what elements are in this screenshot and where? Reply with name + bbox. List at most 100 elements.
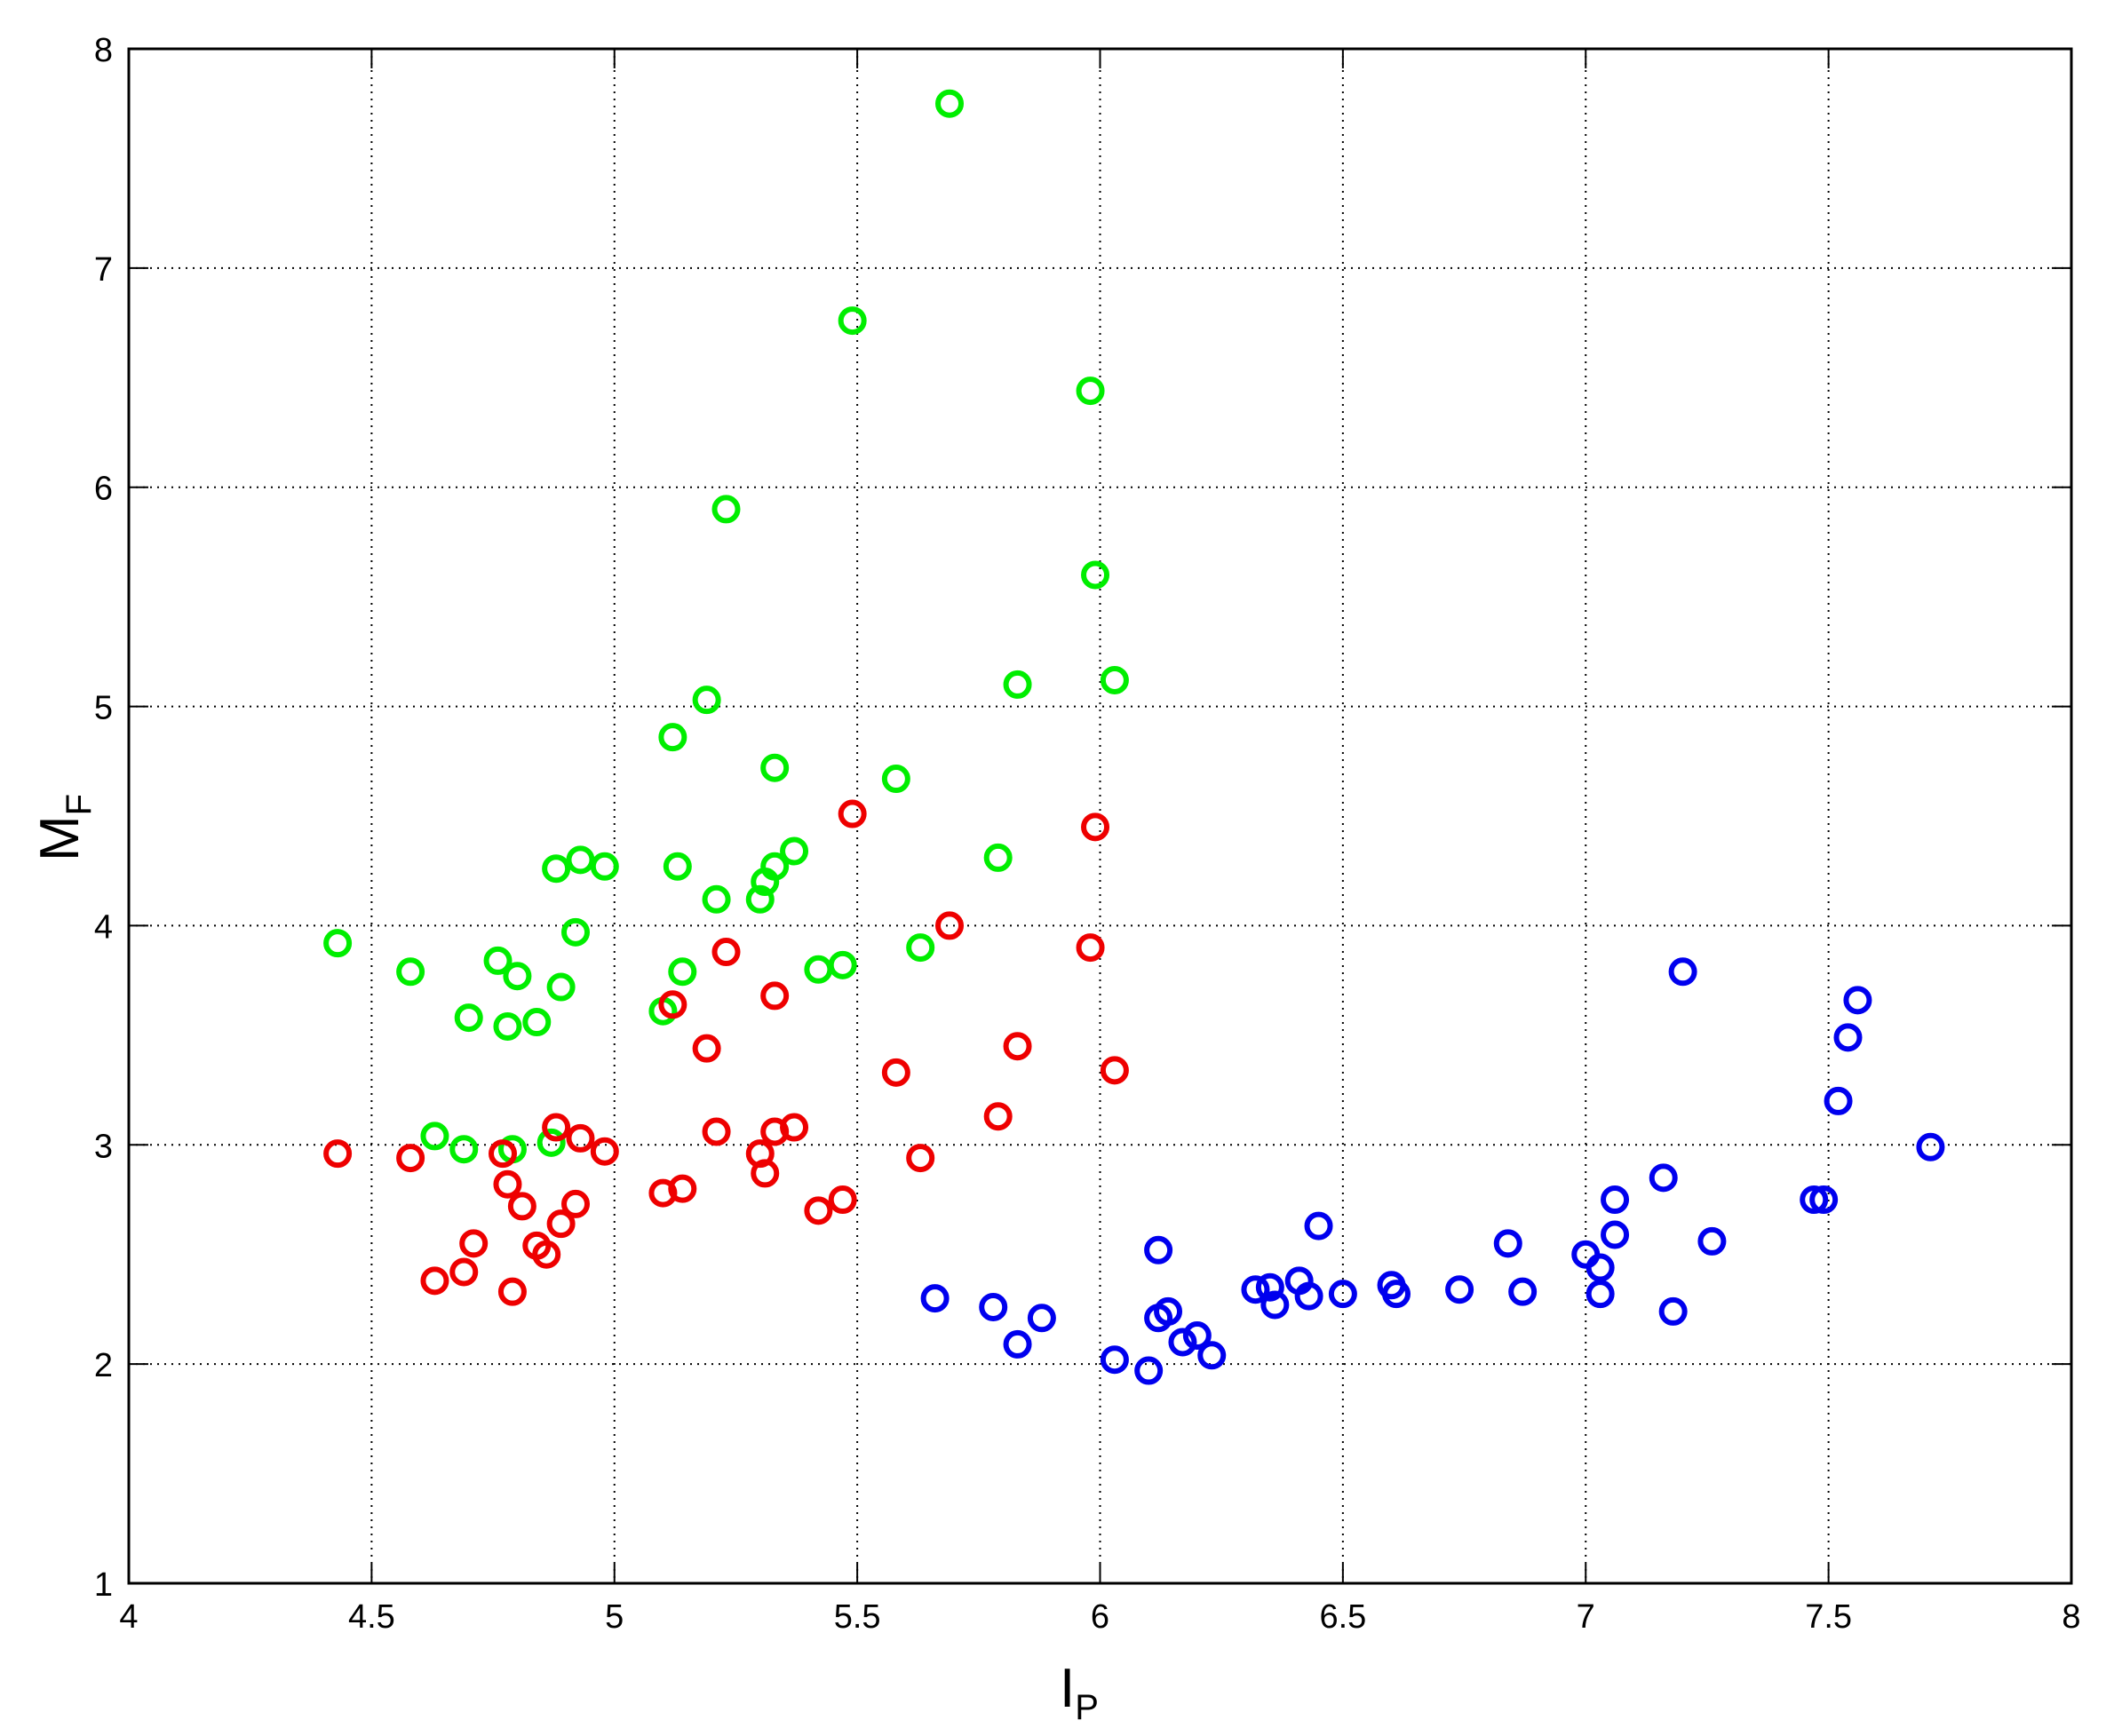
tick-marks [128, 48, 2072, 1584]
y-axis-label: MF [29, 794, 99, 861]
data-point [780, 836, 809, 866]
data-point [702, 1117, 731, 1146]
x-tick-label: 5.5 [834, 1598, 881, 1636]
x-tick-label: 6 [1091, 1598, 1109, 1636]
data-point [1294, 1281, 1323, 1311]
data-point [1260, 1290, 1290, 1320]
data-point [488, 1139, 517, 1169]
data-point [1649, 1163, 1678, 1193]
data-point [1154, 1296, 1183, 1326]
data-point [804, 1196, 833, 1225]
data-point [503, 962, 532, 991]
y-axis-label-main: M [29, 815, 91, 861]
data-point [1445, 1275, 1474, 1304]
data-point [1304, 1211, 1333, 1241]
data-point [1668, 957, 1697, 987]
y-tick-label: 7 [94, 251, 113, 289]
data-point [483, 946, 513, 975]
x-axis-label-subscript: P [1075, 1688, 1099, 1727]
data-point [692, 1034, 721, 1063]
data-point [1076, 933, 1105, 963]
data-point [1382, 1280, 1411, 1309]
data-point [1800, 1185, 1829, 1214]
y-tick-label: 6 [94, 471, 113, 508]
y-tick-label: 4 [94, 908, 113, 946]
data-point [1241, 1275, 1270, 1304]
data-point [745, 884, 775, 914]
data-point [546, 1209, 576, 1239]
data-point [1255, 1272, 1284, 1302]
grid [129, 49, 2071, 1583]
data-point [702, 884, 731, 914]
data-point [1134, 1356, 1164, 1385]
data-point [1197, 1341, 1227, 1370]
x-axis-label: IP [1060, 1658, 1099, 1727]
data-point [1003, 1329, 1032, 1359]
data-point [1076, 377, 1105, 406]
y-tick-label: 2 [94, 1347, 113, 1384]
data-point [561, 917, 591, 947]
data-point [711, 495, 741, 524]
data-point [1658, 1296, 1688, 1326]
data-point [1144, 1235, 1173, 1264]
x-tick-label: 4 [119, 1598, 138, 1636]
x-tick-label: 4.5 [348, 1598, 395, 1636]
data-point [1508, 1277, 1538, 1306]
data-point [1027, 1304, 1056, 1333]
data-point [566, 845, 595, 875]
data-point [1328, 1280, 1357, 1309]
data-point [1100, 1345, 1129, 1375]
data-point [542, 1113, 571, 1142]
data-point [1601, 1185, 1630, 1214]
data-point [838, 306, 867, 336]
data-point [454, 1003, 483, 1033]
data-point [459, 1229, 489, 1258]
x-tick-label: 8 [2062, 1598, 2080, 1636]
data-point [881, 765, 910, 794]
data-point [1081, 813, 1110, 842]
data-point [760, 981, 790, 1011]
data-point [979, 1292, 1008, 1321]
data-point [1182, 1321, 1212, 1351]
data-point [983, 1102, 1013, 1131]
data-point [507, 1192, 536, 1221]
data-point [760, 852, 790, 881]
y-tick-label: 8 [94, 32, 113, 69]
data-point [493, 1011, 522, 1041]
data-point [449, 1257, 479, 1287]
data-point [1168, 1328, 1197, 1357]
y-axis-label-subscript: F [60, 794, 99, 815]
data-point [561, 1189, 591, 1218]
data-point [542, 854, 571, 884]
data-point [906, 933, 935, 963]
data-point [396, 1144, 425, 1173]
data-point [1003, 1032, 1032, 1061]
data-point [1003, 670, 1032, 699]
data-point [590, 852, 619, 881]
data-point [751, 1159, 780, 1188]
data-point [449, 1135, 479, 1164]
data-point [1100, 1056, 1129, 1085]
data-point [396, 957, 425, 987]
data-points [323, 89, 1945, 1385]
data-point [692, 686, 721, 715]
data-point [1493, 1229, 1522, 1258]
data-point [838, 799, 867, 828]
data-point [1824, 1086, 1853, 1115]
data-point [566, 1123, 595, 1153]
data-point [420, 1122, 449, 1151]
data-point [658, 990, 687, 1019]
data-point [546, 972, 576, 1002]
data-point [1585, 1280, 1615, 1309]
data-point [590, 1137, 619, 1166]
data-point [532, 1240, 561, 1269]
data-point [323, 1139, 353, 1169]
series-2 [323, 799, 1129, 1306]
y-tick-label: 1 [94, 1566, 113, 1604]
data-point [906, 1144, 935, 1173]
data-point [522, 1008, 552, 1037]
series-3 [920, 957, 1945, 1385]
data-point [780, 1113, 809, 1142]
data-point [920, 1284, 950, 1313]
